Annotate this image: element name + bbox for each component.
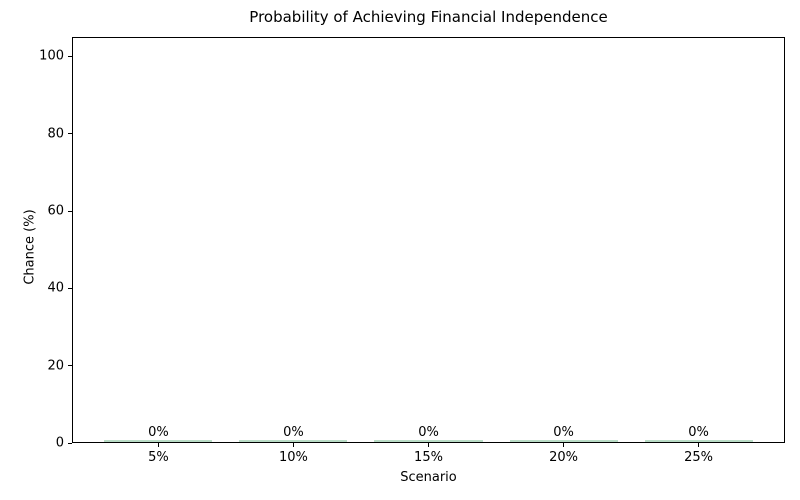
y-axis-tick-label: 80: [47, 126, 64, 142]
x-axis-tick: [428, 443, 429, 447]
y-axis-tick-label: 60: [47, 203, 64, 219]
bar: [509, 440, 618, 442]
y-axis-tick: [68, 210, 72, 212]
y-axis-tick: [68, 442, 72, 444]
bar: [374, 440, 483, 442]
y-axis-label: Chance (%): [22, 209, 38, 285]
bar-value-label: 0%: [148, 425, 169, 440]
x-axis-tick-label: 10%: [279, 450, 308, 465]
bar: [644, 440, 753, 442]
chart-title: Probability of Achieving Financial Indep…: [249, 8, 608, 26]
bar: [104, 440, 213, 442]
y-axis-tick-label: 40: [47, 280, 64, 296]
x-axis-tick-label: 20%: [549, 450, 578, 465]
y-axis-tick: [68, 365, 72, 367]
bar-value-label: 0%: [283, 425, 304, 440]
bar-value-label: 0%: [553, 425, 574, 440]
x-axis-label: Scenario: [400, 470, 457, 485]
bar: [239, 440, 348, 442]
y-axis-tick-label: 100: [39, 48, 64, 64]
x-axis-tick-label: 5%: [148, 450, 169, 465]
x-axis-tick: [292, 443, 294, 447]
plot-area: [72, 37, 785, 443]
x-axis-tick: [563, 443, 565, 447]
y-axis-tick: [68, 287, 72, 289]
y-axis-tick: [68, 55, 72, 57]
x-axis-tick-label: 25%: [684, 450, 714, 465]
y-axis-tick: [68, 133, 72, 135]
x-axis-tick-label: 15%: [414, 450, 443, 465]
bar-value-label: 0%: [418, 425, 439, 440]
bar-value-label: 0%: [688, 425, 709, 440]
x-axis-tick: [157, 443, 159, 447]
x-axis-tick: [698, 443, 700, 447]
y-axis-tick-label: 0: [55, 435, 64, 451]
y-axis-tick-label: 20: [47, 358, 64, 374]
